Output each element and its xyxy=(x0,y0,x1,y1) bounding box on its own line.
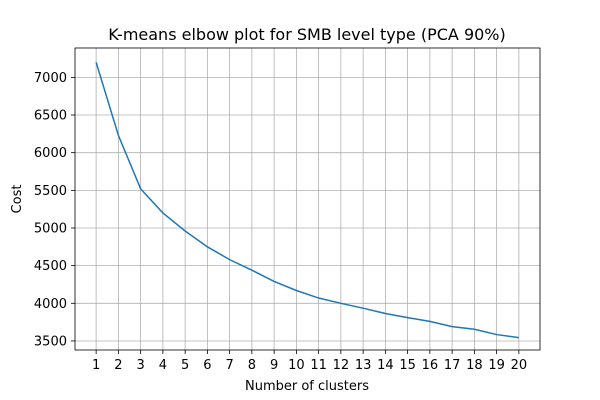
x-tick-label-13: 13 xyxy=(355,358,372,373)
x-tick-label-1: 1 xyxy=(92,358,100,373)
x-tick-label-5: 5 xyxy=(181,358,189,373)
x-tick-label-10: 10 xyxy=(288,358,305,373)
x-tick-label-17: 17 xyxy=(444,358,461,373)
x-tick-label-8: 8 xyxy=(248,358,256,373)
y-tick-label-5500: 5500 xyxy=(34,184,67,199)
x-tick-label-15: 15 xyxy=(399,358,416,373)
y-tick-label-7000: 7000 xyxy=(34,71,67,86)
x-tick-label-3: 3 xyxy=(136,358,144,373)
x-tick-label-2: 2 xyxy=(114,358,122,373)
y-tick-label-6500: 6500 xyxy=(34,109,67,124)
x-tick-label-7: 7 xyxy=(225,358,233,373)
series-layer xyxy=(95,62,519,339)
x-tick-label-12: 12 xyxy=(333,358,350,373)
y-axis-label: Cost xyxy=(10,185,25,214)
x-tick-label-18: 18 xyxy=(466,358,483,373)
x-tick-label-6: 6 xyxy=(203,358,211,373)
x-tick-label-11: 11 xyxy=(310,358,327,373)
y-tick-label-6000: 6000 xyxy=(34,146,67,161)
x-tick-label-16: 16 xyxy=(422,358,439,373)
y-tick-label-4000: 4000 xyxy=(34,297,67,312)
x-axis-label: Number of clusters xyxy=(245,379,369,394)
chart-title: K-means elbow plot for SMB level type (P… xyxy=(108,25,506,44)
x-tick-label-20: 20 xyxy=(511,358,528,373)
tick-layer: 1 2 3 4 5 6 7 8 9 10 11 12 13 14 15 16 17 18 19 20350040004… xyxy=(34,71,527,373)
x-tick-label-4: 4 xyxy=(159,358,167,373)
x-tick-label-9: 9 xyxy=(270,358,278,373)
x-tick-label-14: 14 xyxy=(377,358,394,373)
y-tick-label-3500: 3500 xyxy=(34,334,67,349)
x-tick-label-19: 19 xyxy=(488,358,505,373)
grid-layer xyxy=(75,48,540,350)
series-line-0 xyxy=(95,62,519,339)
y-tick-label-4500: 4500 xyxy=(34,259,67,274)
y-tick-label-5000: 5000 xyxy=(34,221,67,236)
plot-frame xyxy=(74,47,541,351)
